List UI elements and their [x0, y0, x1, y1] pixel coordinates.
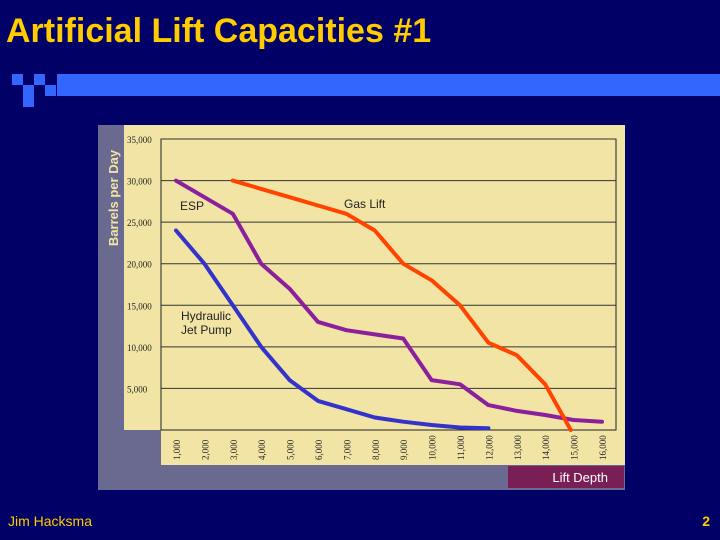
x-tick-label: 12,000 [484, 435, 494, 460]
gas-lift-series-label: Gas Lift [344, 197, 386, 211]
x-tick-label: 15,000 [570, 435, 580, 460]
decor-square [34, 74, 45, 85]
title-accent-bar [57, 74, 720, 96]
x-tick-label: 4,000 [257, 439, 267, 460]
y-axis-label: Barrels per Day [106, 149, 121, 246]
decor-square [23, 96, 34, 107]
gas-lift-line [230, 178, 573, 432]
decor-square [45, 85, 56, 96]
x-tick-label: 3,000 [229, 439, 239, 460]
decor-square [23, 85, 34, 96]
author-name: Jim Hacksma [8, 513, 93, 529]
x-tick-label: 10,000 [428, 435, 438, 460]
x-tick-label: 6,000 [314, 439, 324, 460]
slide-title: Artificial Lift Capacities #1 [6, 12, 432, 50]
y-tick-label: 35,000 [127, 135, 152, 145]
x-tick-label: 1,000 [172, 439, 182, 460]
y-tick-label: 20,000 [127, 260, 152, 270]
x-tick-area [161, 430, 625, 465]
y-tick-label: 15,000 [127, 301, 152, 311]
y-tick-label: 10,000 [127, 343, 152, 353]
esp-line [174, 178, 604, 424]
x-tick-label: 2,000 [200, 439, 210, 460]
hydraulic-jet-pump-line [174, 228, 491, 431]
x-axis-label: Lift Depth [552, 470, 608, 485]
y-tick-label: 25,000 [127, 218, 152, 228]
x-tick-labels: 1,000 2,000 3,000 4,000 5,000 6,000 7,000 8,000… [172, 435, 608, 460]
x-tick-label: 8,000 [371, 439, 381, 460]
y-tick-label: 5,000 [127, 384, 148, 394]
y-tick-label: 30,000 [127, 177, 152, 187]
title-decoration [12, 74, 720, 107]
x-tick-label: 16,000 [598, 435, 608, 460]
decor-square [12, 74, 23, 85]
page-number: 2 [702, 513, 710, 529]
x-tick-label: 9,000 [399, 439, 409, 460]
y-tick-labels: 5,000 10,000 15,000 20,000 25,000 30,000 35,00… [127, 135, 152, 394]
hydraulic-series-label-line2: Jet Pump [181, 323, 232, 337]
hydraulic-series-label-line1: Hydraulic [181, 309, 231, 323]
x-axis-label-bg [508, 466, 624, 488]
x-tick-label: 14,000 [541, 435, 551, 460]
series-lines [174, 178, 604, 432]
x-tick-label: 7,000 [342, 439, 352, 460]
x-tick-label: 5,000 [286, 439, 296, 460]
x-tick-label: 11,000 [456, 435, 466, 460]
x-tick-label: 13,000 [513, 435, 523, 460]
esp-series-label: ESP [180, 199, 204, 213]
